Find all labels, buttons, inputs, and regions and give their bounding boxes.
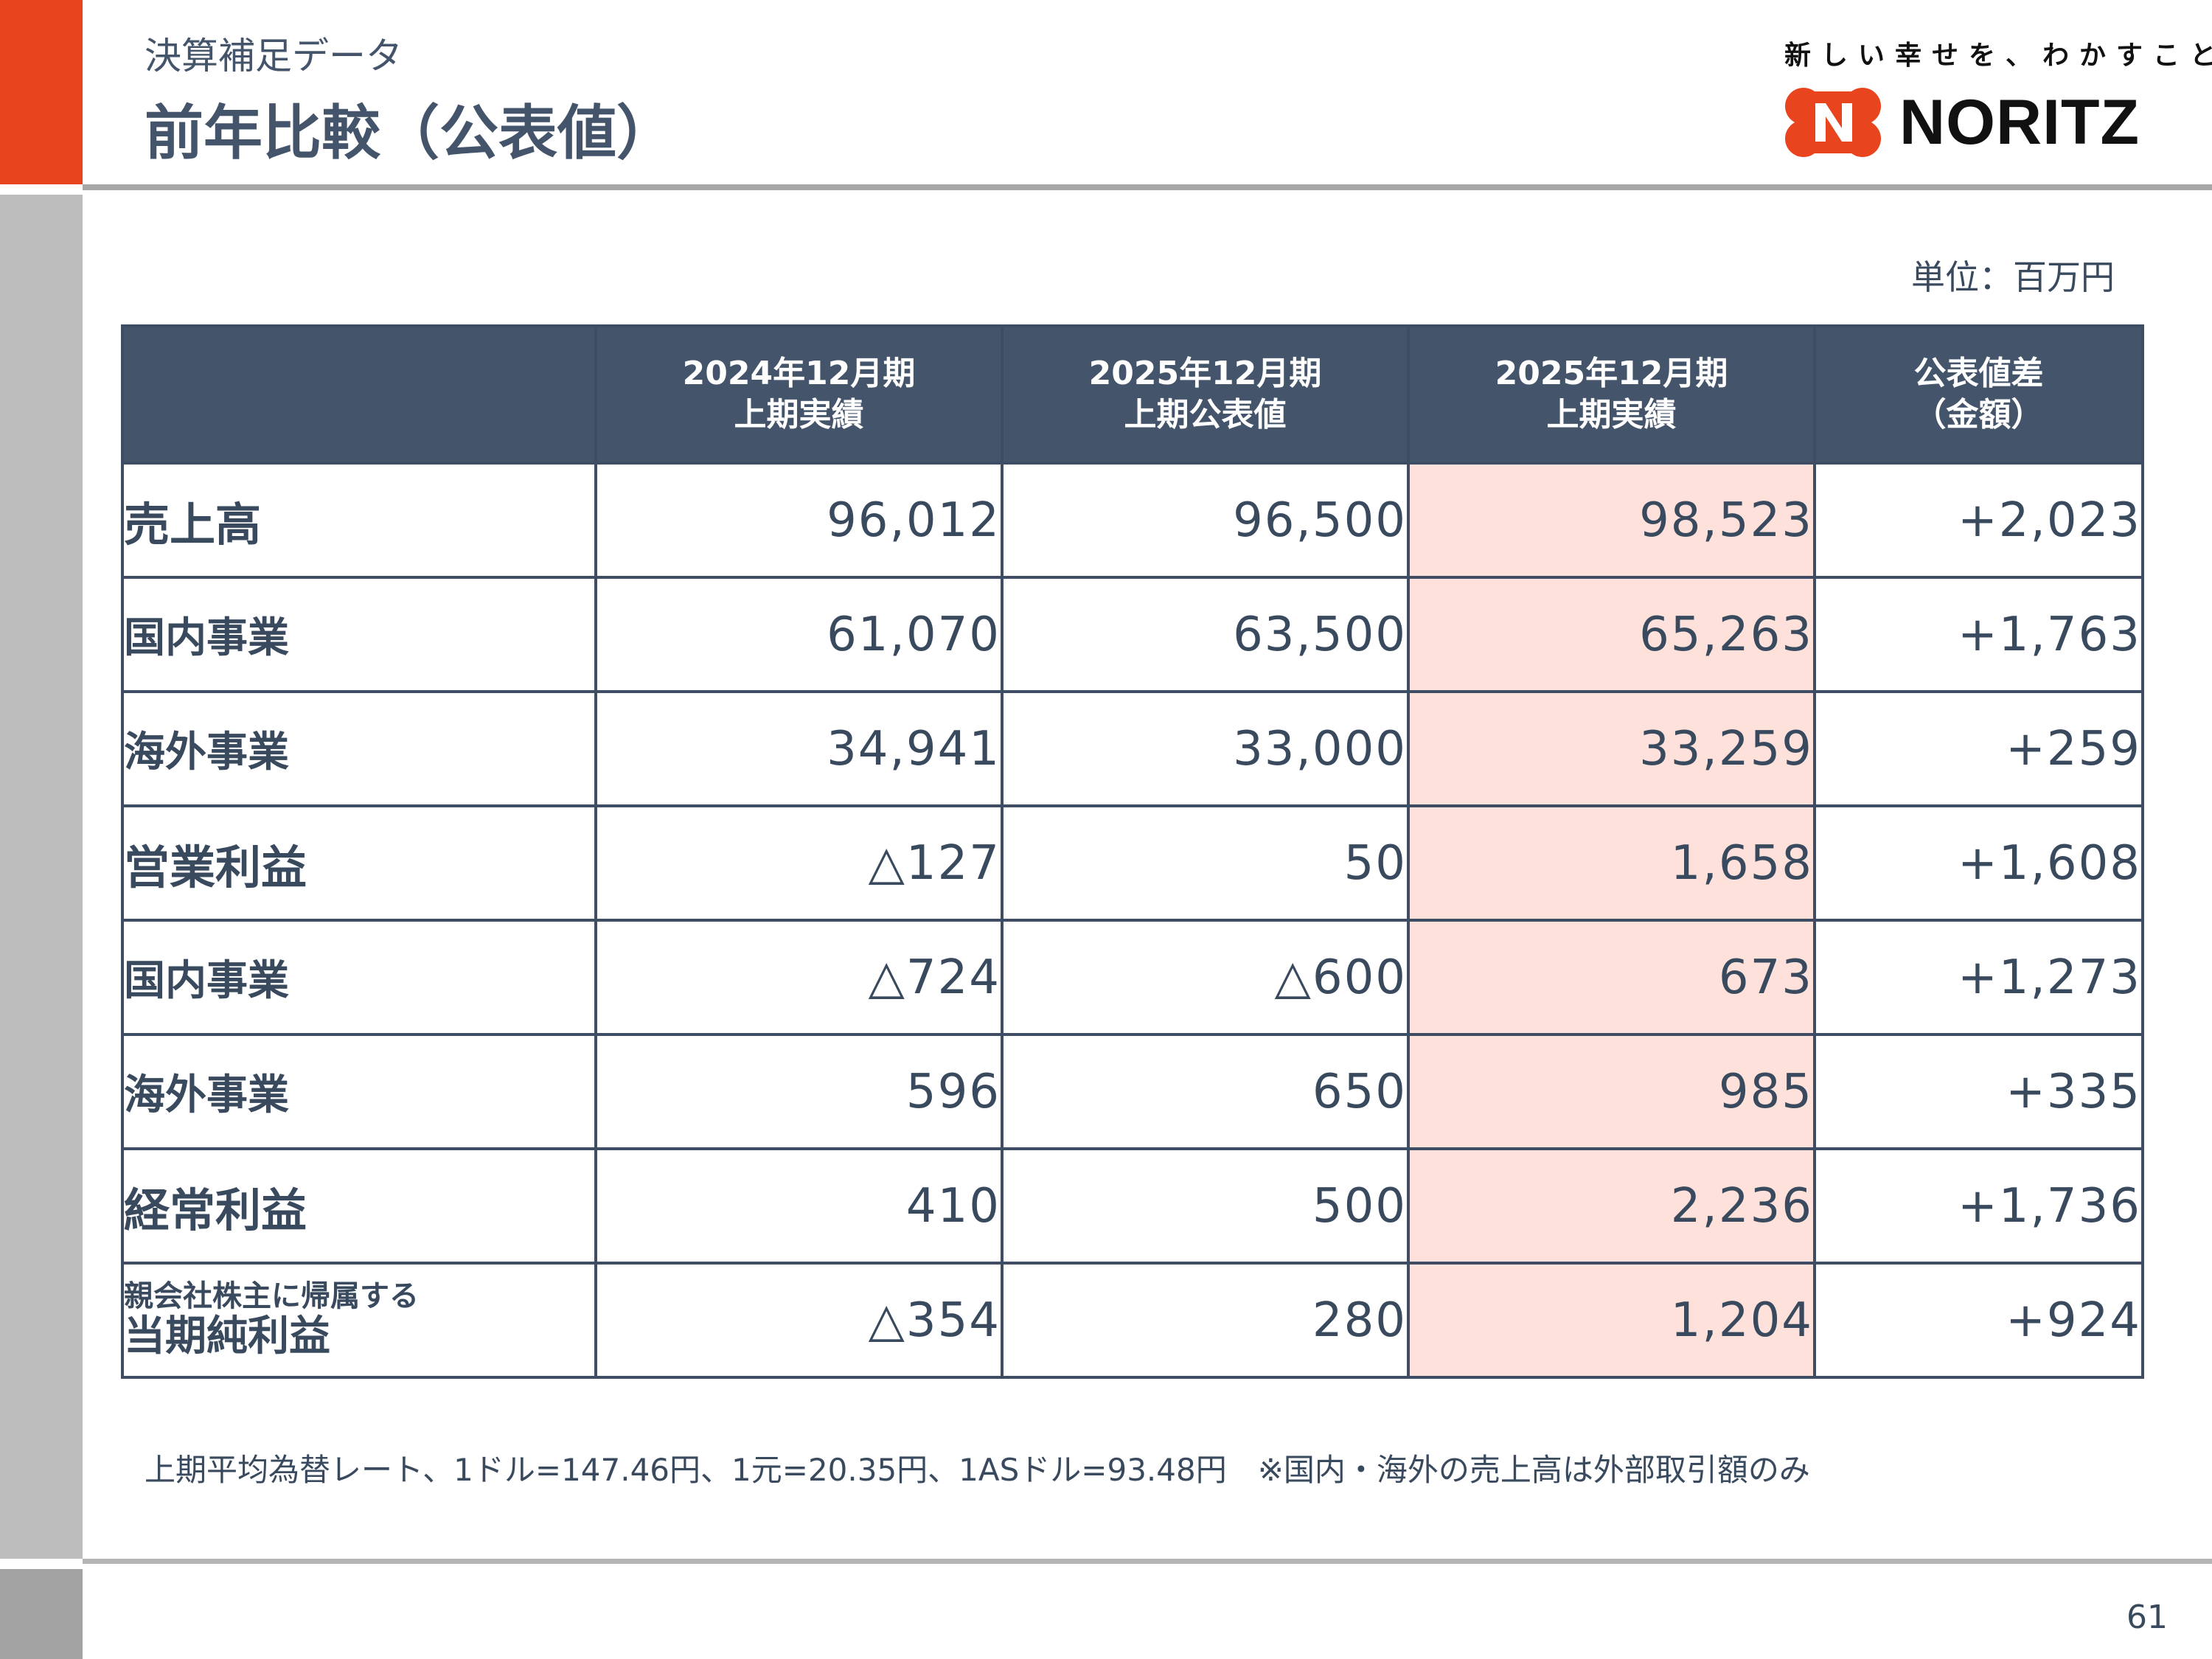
cell-value: 650 [1001, 1033, 1410, 1150]
cell-value: 1,658 [1407, 804, 1816, 922]
section-subtitle: 決算補足データ [145, 35, 403, 77]
col-header: 2025年12月期 上期実績 [1407, 324, 1816, 465]
bottom-block [0, 1569, 83, 1659]
table-row: 親会社株主に帰属する 当期純利益 △354 280 1,204 +924 [121, 1262, 2144, 1379]
row-label: 海外事業 [121, 690, 597, 807]
cell-value: △127 [594, 804, 1004, 922]
footnote: 上期平均為替レート、1ドル=147.46円、1元=20.35円、1ASドル=93… [145, 1452, 1810, 1488]
cell-value: +924 [1813, 1262, 2144, 1379]
row-label: 国内事業 [121, 919, 597, 1036]
cell-value: 1,204 [1407, 1262, 1816, 1379]
cell-value: 500 [1001, 1147, 1410, 1265]
row-label: 国内事業 [121, 576, 597, 693]
cell-value: △600 [1001, 919, 1410, 1036]
cell-value: 985 [1407, 1033, 1816, 1150]
cell-value: 98,523 [1407, 462, 1816, 579]
unit-label: 単位：百万円 [1911, 257, 2115, 297]
table-row: 海外事業 34,941 33,000 33,259 +259 [121, 690, 2144, 807]
row-label: 営業利益 [121, 804, 597, 922]
table-row: 国内事業 △724 △600 673 +1,273 [121, 919, 2144, 1036]
cell-value: 2,236 [1407, 1147, 1816, 1265]
cell-value: +335 [1813, 1033, 2144, 1150]
row-label: 海外事業 [121, 1033, 597, 1150]
side-strip [0, 195, 83, 1559]
cell-value: 50 [1001, 804, 1410, 922]
cell-value: △354 [594, 1262, 1004, 1379]
header-divider [83, 184, 2212, 190]
cell-value: △724 [594, 919, 1004, 1036]
cell-value: 61,070 [594, 576, 1004, 693]
cell-value: +1,763 [1813, 576, 2144, 693]
page-title: 前年比較（公表値） [145, 99, 675, 167]
table-row: 海外事業 596 650 985 +335 [121, 1033, 2144, 1150]
col-header: 2024年12月期 上期実績 [594, 324, 1004, 465]
cell-value: 33,259 [1407, 690, 1816, 807]
brand-name: NORITZ [1899, 87, 2140, 158]
comparison-table: 2024年12月期 上期実績 2025年12月期 上期公表値 2025年12月期 上期… [121, 324, 2144, 1379]
cell-value: 596 [594, 1033, 1004, 1150]
row-label-prefix: 親会社株主に帰属する [124, 1279, 419, 1314]
cell-value: 280 [1001, 1262, 1410, 1379]
table-header-row: 2024年12月期 上期実績 2025年12月期 上期公表値 2025年12月期 上期… [121, 324, 2144, 465]
cell-value: 96,500 [1001, 462, 1410, 579]
row-label-main: 当期純利益 [124, 1312, 330, 1361]
cell-value: +2,023 [1813, 462, 2144, 579]
cell-value: 96,012 [594, 462, 1004, 579]
table-row: 国内事業 61,070 63,500 65,263 +1,763 [121, 576, 2144, 693]
accent-block [0, 0, 83, 184]
brand-logo: NORITZ [1783, 87, 2140, 158]
cell-value: +1,736 [1813, 1147, 2144, 1265]
cell-value: +259 [1813, 690, 2144, 807]
table-row: 経常利益 410 500 2,236 +1,736 [121, 1147, 2144, 1265]
row-label: 経常利益 [121, 1147, 597, 1265]
table-row: 営業利益 △127 50 1,658 +1,608 [121, 804, 2144, 922]
footer-divider [83, 1559, 2212, 1564]
cell-value: 65,263 [1407, 576, 1816, 693]
cell-value: +1,273 [1813, 919, 2144, 1036]
noritz-logo-icon [1785, 88, 1881, 157]
cell-value: 33,000 [1001, 690, 1410, 807]
cell-value: 63,500 [1001, 576, 1410, 693]
cell-value: 410 [594, 1147, 1004, 1265]
header-corner [121, 324, 597, 465]
col-header: 公表値差 （金額） [1813, 324, 2144, 465]
row-label: 親会社株主に帰属する 当期純利益 [121, 1262, 597, 1379]
row-label: 売上高 [121, 462, 597, 579]
cell-value: 34,941 [594, 690, 1004, 807]
cell-value: +1,608 [1813, 804, 2144, 922]
table-row: 売上高 96,012 96,500 98,523 +2,023 [121, 462, 2144, 579]
cell-value: 673 [1407, 919, 1816, 1036]
page-number: 61 [2126, 1599, 2168, 1636]
col-header: 2025年12月期 上期公表値 [1001, 324, 1410, 465]
brand-tagline: 新しい幸せを、わかすこと。 [1784, 41, 2212, 71]
